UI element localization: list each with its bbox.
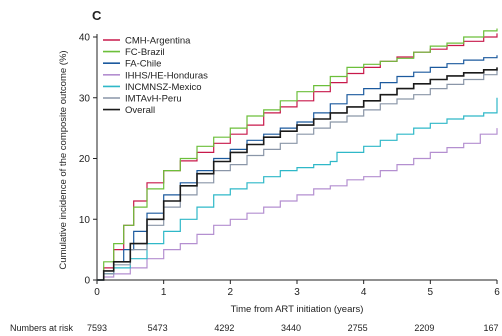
numbers-at-risk-value: 2209	[414, 323, 434, 333]
series-group	[97, 28, 498, 281]
series-line-fa-chile	[97, 55, 498, 281]
x-tick-label: 6	[494, 287, 500, 298]
numbers-at-risk-value: 167	[483, 323, 498, 333]
y-tick-label: 10	[79, 215, 91, 226]
y-axis-label: Cumulative incidence of the composite ou…	[58, 50, 69, 269]
numbers-at-risk-label: Numbers at risk	[10, 323, 74, 333]
y-tick-label: 0	[84, 276, 90, 287]
x-tick-label: 3	[294, 287, 300, 298]
legend-label-fc-brazil: FC-Brazil	[125, 47, 165, 58]
series-line-imtavh-peru	[97, 70, 498, 281]
y-tick-label: 20	[79, 154, 91, 165]
series-line-ihhs-he-honduras	[97, 128, 498, 281]
y-tick-label: 30	[79, 93, 91, 104]
x-tick-label: 2	[228, 287, 234, 298]
legend-label-cmh-argentina: CMH-Argentina	[125, 36, 191, 47]
numbers-at-risk-value: 7593	[87, 323, 107, 333]
legend-label-fa-chile: FA-Chile	[125, 59, 161, 70]
series-line-overall	[97, 67, 498, 281]
legend-label-overall: Overall	[125, 105, 155, 116]
numbers-at-risk-value: 4292	[214, 323, 234, 333]
panel-label: C	[92, 8, 102, 23]
numbers-at-risk-value: 5473	[148, 323, 168, 333]
legend-label-incmnsz-mexico: INCMNSZ-Mexico	[125, 82, 202, 93]
x-tick-label: 5	[428, 287, 434, 298]
numbers-at-risk-table: Numbers at risk 7593 5473 4292 3440 2755 2209 1…	[10, 323, 499, 333]
numbers-at-risk-value: 3440	[281, 323, 301, 333]
series-line-fc-brazil	[97, 28, 498, 281]
x-axis-label: Time from ART initiation (years)	[231, 304, 364, 315]
axes-group: 0 10 20 30 40 0 1 2 3 4 5 6	[79, 33, 500, 299]
legend-label-imtavh-peru: IMTAvH-Peru	[125, 94, 182, 105]
x-tick-label: 0	[94, 287, 100, 298]
numbers-at-risk-value: 2755	[348, 323, 368, 333]
y-tick-label: 40	[79, 33, 91, 44]
x-tick-label: 4	[361, 287, 367, 298]
x-tick-label: 1	[161, 287, 167, 298]
legend: CMH-ArgentinaFC-BrazilFA-ChileIHHS/HE-Ho…	[103, 36, 208, 116]
legend-label-ihhs-he-honduras: IHHS/HE-Honduras	[125, 70, 208, 81]
series-line-incmnsz-mexico	[97, 97, 498, 281]
